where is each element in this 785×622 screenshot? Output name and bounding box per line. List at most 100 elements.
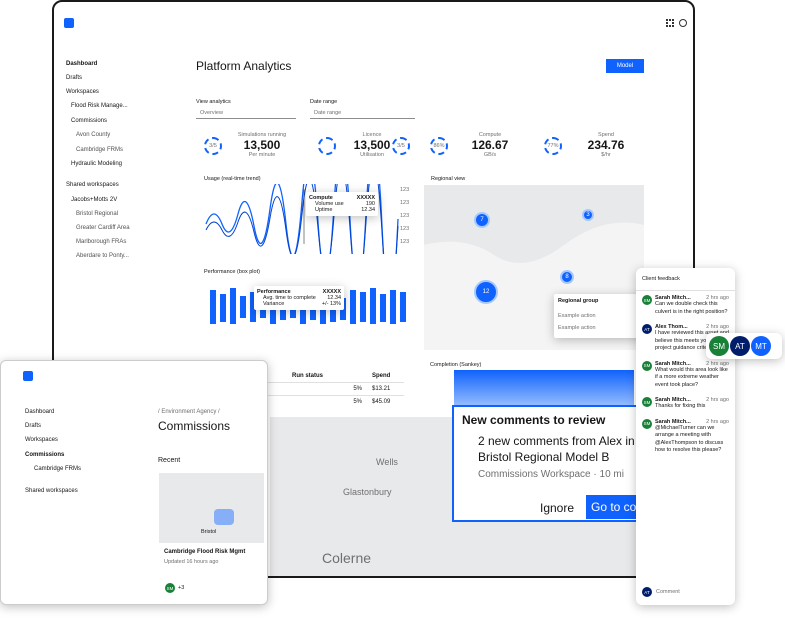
tooltip-id: XXXXX [356,195,375,201]
comment-time: 2 hrs ago [706,324,729,330]
tooltip-row: Avg. time to complete 12.34 [257,295,341,301]
nav-item[interactable]: Workspaces [66,89,99,95]
nav-item[interactable]: Marlborough FRAs [76,239,127,245]
nav-item[interactable]: Bristol Regional [76,211,119,217]
comment-text: Thanks for fixing this [655,403,706,409]
notification-body: 2 new comments from Alex in Bristol Regi… [478,434,635,464]
avatar: SM [642,360,652,371]
tooltip-header: Performance XXXXX [257,289,341,295]
avatar: SM [165,583,175,593]
context-menu: Regional group Example action Example acti… [554,294,644,338]
panel-title: Performance (box plot) [204,269,260,275]
kpi-value: 13,500 [353,138,391,152]
nav-item[interactable]: Shared workspaces [25,488,78,494]
map-bubble[interactable]: 3 [582,209,594,221]
card-map[interactable]: Bristol [159,473,264,543]
nav-item[interactable]: Cambridge FRMs [76,147,124,153]
nav-item[interactable]: Drafts [66,75,83,81]
tooltip-cell: Variance [263,301,285,307]
ignore-button[interactable]: Ignore [540,501,575,515]
mobile-window: Dashboard Drafts Workspaces Commissions Camb… [0,360,268,605]
tooltip-cell: Uptime [315,207,333,213]
comment-meta: Sarah Mitch... 2 hrs ago [655,397,729,403]
avatar: SM [642,418,652,429]
comment-body: Sarah Mitch... 2 hrs ago Can we double che… [655,295,729,316]
globe-icon[interactable] [679,19,687,27]
comment-input: AT Comment [642,587,680,597]
nav-item[interactable]: Dashboard [66,61,98,67]
ring: 77% [544,137,562,155]
menu-action[interactable]: Example action [558,313,596,319]
breadcrumb: / Environment Agency / [158,409,220,415]
nav-item[interactable]: Avon County [76,132,111,138]
tooltip-cell: 190 [365,201,375,207]
comment-body: Alex Thom... 2 hrs ago I have reviewed thi… [655,324,729,353]
avatar: AT [642,587,652,597]
kpi-label: Licence [362,132,382,138]
comment-meta: Sarah Mitch... 2 hrs ago [655,295,729,301]
table-cell: $45.09 [372,399,391,405]
model-button[interactable]: Model [606,59,644,73]
kpi-label: Spend [598,132,614,138]
kpi-label: Compute [478,132,502,138]
avatar: SM [642,397,652,407]
axis-label: 123 [400,187,410,193]
feedback-title: Client feedback [642,276,680,282]
collaborators: SM AT MT [706,333,782,359]
tooltip-cell: 12.34 [327,295,341,301]
table-cell: 5% [353,399,362,405]
panel-title: Usage (real-time trend) [204,176,261,182]
kpi-value: 234.76 [587,138,625,152]
nav-item[interactable]: Cambridge FRMs [34,466,82,472]
tooltip-cell: Volume use [315,201,344,207]
map-label: Glastonbury [343,487,392,497]
filter-label: Date range [310,99,338,105]
tooltip: Compute XXXXX Volume use 190 Uptime 12.34 [306,192,378,216]
nav-item[interactable]: Greater Cardiff Area [76,225,130,231]
kpi-unit: $/hr [601,152,611,158]
comment: SM Sarah Mitch... 2 hrs ago Can we double c… [636,291,735,320]
map-bubble[interactable]: 12 [474,280,498,304]
table-cell: 5% [353,386,362,392]
comment-text: Can we double check this culvert is in t… [655,301,728,315]
logo[interactable] [23,371,33,381]
filter-label: View analytics [196,99,231,105]
column-header: Run status [292,373,324,379]
nav-item[interactable]: Hydraulic Modeling [71,161,123,167]
nav-item[interactable]: Aberdare to Ponty... [76,253,129,259]
placeholder[interactable]: Comment [656,589,680,595]
notification: New comments to review 2 new comments fr… [452,405,642,522]
go-button[interactable]: Go to co [586,495,640,519]
nav-item[interactable]: Drafts [25,423,42,429]
comment-text: What would this area look like if a more… [655,366,728,388]
kpi-unit: Per minute [248,152,276,158]
map-bubble[interactable]: 8 [560,270,574,284]
dropdown[interactable]: Date range [310,108,415,119]
comment-author: Sarah Mitch... [655,295,691,301]
nav-item[interactable]: Workspaces [25,437,58,443]
section-title: Recent [158,457,181,464]
nav-item[interactable]: Commissions [25,452,65,458]
map-bubble[interactable]: 7 [474,212,490,228]
dropdown[interactable]: Overview [196,108,296,119]
menu-action[interactable]: Example action [558,325,596,331]
nav-item[interactable]: Dashboard [25,409,55,415]
comment-time: 2 hrs ago [706,360,729,367]
kpi-value: 13,500 [243,138,281,152]
tooltip-row: Variance +/- 13% [257,301,341,307]
table-cell: $13.21 [372,386,391,392]
nav-item[interactable]: Commissions [71,118,108,124]
kpi: Licence 13,500 Utilisation [342,132,402,158]
tooltip-title: Performance [257,289,291,295]
tooltip-cell: +/- 13% [321,301,341,307]
tooltip-header: Compute XXXXX [309,195,375,201]
logo[interactable] [64,18,74,28]
kpi-value: 126.67 [471,138,509,152]
apps-icon[interactable] [666,19,674,27]
nav-item[interactable]: Shared workspaces [66,182,119,188]
feedback-panel: Client feedback SM Sarah Mitch... 2 hrs ago… [636,268,735,605]
nav-item[interactable]: Jacobs+Motts 2V [71,197,118,203]
nav-item[interactable]: Flood Risk Manage... [71,103,128,109]
tooltip-title: Compute [309,195,333,201]
avatar: AT [730,336,750,356]
